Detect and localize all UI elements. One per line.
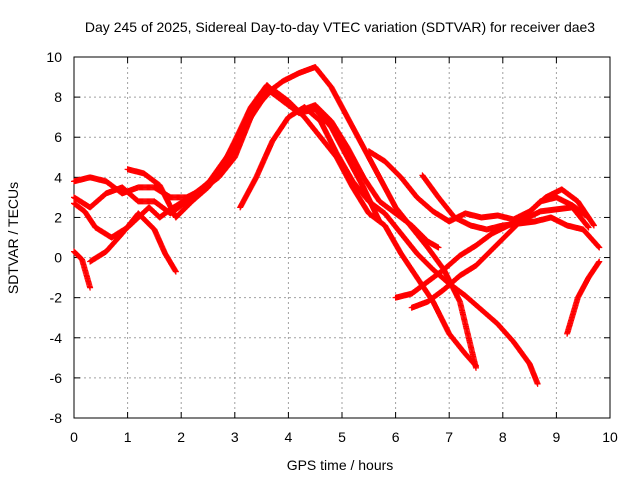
series-trace-11 <box>408 194 592 311</box>
axes: 0 1 2 3 4 5 6 7 8 9 10 -8 -6 -4 -2 0 2 4 6 8 10 <box>46 49 618 445</box>
x-tick-label: 10 <box>602 429 618 445</box>
y-tick-label: 10 <box>46 49 62 65</box>
series-trace-4 <box>124 86 479 369</box>
data-point <box>172 268 179 275</box>
x-tick-label: 6 <box>392 429 400 445</box>
data-point <box>435 244 442 251</box>
y-tick-label: 4 <box>54 169 62 185</box>
y-tick-label: -8 <box>50 410 63 426</box>
y-axis-title: SDTVAR / TECUs <box>5 182 21 294</box>
y-tick-label: 8 <box>54 89 62 105</box>
data-point <box>585 224 592 231</box>
data-point <box>585 214 592 221</box>
data-point <box>590 222 597 229</box>
y-tick-label: 6 <box>54 129 62 145</box>
data-point <box>472 362 479 369</box>
series-trace-7 <box>237 104 541 387</box>
x-tick-label: 8 <box>499 429 507 445</box>
data-point <box>596 244 603 251</box>
data-point <box>534 380 541 387</box>
data-point <box>584 223 591 230</box>
y-tick-label: 2 <box>54 209 62 225</box>
series-trace-6 <box>87 210 179 275</box>
x-tick-label: 5 <box>338 429 346 445</box>
data-point <box>596 258 603 265</box>
x-tick-label: 3 <box>231 429 239 445</box>
chart-title: Day 245 of 2025, Sidereal Day-to-day VTE… <box>85 19 595 35</box>
data-series <box>71 64 603 387</box>
y-tick-label: 0 <box>54 250 62 266</box>
data-point <box>87 284 94 291</box>
x-tick-label: 1 <box>124 429 132 445</box>
x-tick-label: 0 <box>70 429 78 445</box>
grid-lines <box>74 57 610 418</box>
y-tick-label: -6 <box>50 370 63 386</box>
y-tick-label: -4 <box>50 330 63 346</box>
series-trace-12 <box>564 258 603 337</box>
data-point <box>595 243 602 250</box>
x-tick-label: 7 <box>445 429 453 445</box>
y-tick-label: -2 <box>50 290 63 306</box>
data-point <box>473 362 479 369</box>
x-tick-label: 4 <box>285 429 293 445</box>
x-tick-label: 9 <box>553 429 561 445</box>
series-trace-5 <box>71 248 94 291</box>
x-tick-label: 2 <box>177 429 185 445</box>
x-axis-title: GPS time / hours <box>287 457 394 473</box>
